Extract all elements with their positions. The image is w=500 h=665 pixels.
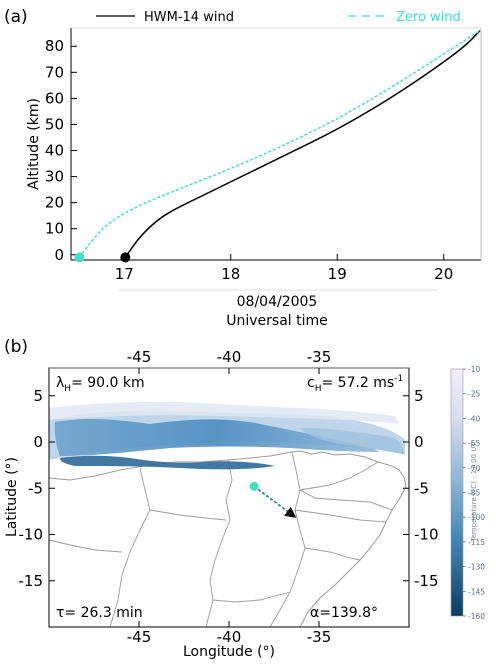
ytick-label-b: -5: [28, 479, 43, 497]
cloud-band-core: [54, 418, 380, 456]
colorbar-tick-label: -115: [468, 538, 485, 547]
xlabel-b: Longitude (°): [183, 644, 275, 660]
cloud-band-dark: [60, 455, 275, 470]
colorbar-tick-label: -25: [468, 390, 480, 399]
svg-text:λH= 90.0 km: λH= 90.0 km: [56, 375, 145, 394]
colorbar-label: Temperature (°C) - 17:00 UT: [470, 442, 478, 543]
ytick-label-a: 70: [45, 63, 64, 81]
colorbar-tick-label: -100: [468, 513, 485, 522]
svg-text:cH= 57.2 ms-1: cH= 57.2 ms-1: [307, 374, 403, 394]
ytick-label-b-right: -10: [414, 526, 439, 544]
panel-b-label: (b): [4, 337, 28, 357]
ytick-label-a: 50: [45, 115, 64, 133]
ylabel-a: Altitude (km): [26, 98, 42, 190]
ytick-label-b-right: 0: [414, 433, 424, 451]
colorbar-ticks: -10 -25 -40 -55 -70 -85 -100 -115 -130 -145 -160: [463, 365, 485, 621]
ytick-label-a: 10: [45, 220, 64, 238]
start-point: [120, 252, 131, 263]
annotation-alpha: α=139.8°: [310, 605, 378, 621]
colorbar-tick-label: -70: [468, 464, 480, 473]
ylabel-b: Latitude (°): [4, 457, 20, 537]
panel-a-label: (a): [4, 7, 28, 27]
ytick-label-a: 40: [45, 142, 64, 160]
xtick-label-b-top: -40: [217, 348, 242, 366]
map-area: [49, 368, 409, 627]
xlabel-a-date: 08/04/2005: [237, 294, 318, 310]
xtick-label-b-top: -35: [307, 348, 332, 366]
ytick-label-b-right: -5: [414, 479, 429, 497]
legend-a: HWM-14 wind Zero wind: [96, 10, 461, 25]
ytick-label-b-right: -15: [414, 572, 439, 590]
ticks-a: 17 18 19 20 0 10 20 30 40 50 60 70 80: [45, 37, 453, 283]
colorbar-tick-label: -85: [468, 489, 480, 498]
ytick-label-b: -15: [19, 572, 44, 590]
colorbar-tick-label: -145: [468, 587, 485, 596]
ytick-label-b: 5: [33, 387, 43, 405]
xtick-label-a: 20: [434, 265, 453, 283]
xtick-label-b: -40: [217, 628, 242, 646]
colorbar-tick-label: -130: [468, 563, 485, 572]
xtick-label-a: 19: [328, 265, 347, 283]
xtick-label-b: -35: [307, 628, 332, 646]
series-line-hwm14-wind: [124, 30, 481, 258]
series-a: [74, 29, 481, 263]
ytick-label-a: 80: [45, 37, 64, 55]
xtick-label-a: 17: [115, 265, 134, 283]
ytick-label-b-right: 5: [414, 387, 424, 405]
cloud-band-streaks-east: [300, 428, 404, 454]
trajectory-start-point: [249, 481, 259, 491]
colorbar-tick-label: -40: [468, 414, 480, 423]
colorbar-tick-label: -55: [468, 439, 480, 448]
xtick-label-a: 18: [221, 265, 240, 283]
legend-zero-label: Zero wind: [396, 10, 461, 25]
annotation-lambda: λH= 90.0 km: [56, 375, 145, 394]
legend-hwm-label: HWM-14 wind: [144, 10, 234, 25]
ytick-label-a: 20: [45, 194, 64, 212]
colorbar-tick-label: -10: [468, 365, 480, 374]
start-point: [74, 252, 85, 263]
ytick-label-a: 60: [45, 89, 64, 107]
cloud-band-streaks: [49, 401, 400, 424]
trajectory: [249, 481, 297, 518]
coastline: [291, 450, 407, 627]
ytick-label-b: 0: [33, 433, 43, 451]
ytick-label-a: 0: [54, 246, 64, 264]
ytick-label-b: -10: [19, 526, 44, 544]
state-boundary: [49, 451, 393, 627]
trajectory-arrow: [253, 485, 297, 518]
colorbar: [450, 368, 464, 617]
annotation-tau: τ= 26.3 min: [56, 605, 143, 621]
colorbar-tick-label: -160: [468, 612, 485, 621]
xlabel-a-ut: Universal time: [226, 313, 328, 329]
xtick-label-b: -45: [127, 628, 152, 646]
ticks-b: -45 -45 -40 -40 -35 -35 5 5 0 0 -5 -5 -10 -10 -15 -15: [19, 348, 439, 646]
ytick-label-a: 30: [45, 168, 64, 186]
annotation-phase-speed: cH= 57.2 ms-1: [307, 374, 403, 394]
series-line-zero-wind: [78, 29, 481, 258]
xtick-label-b-top: -45: [127, 348, 152, 366]
